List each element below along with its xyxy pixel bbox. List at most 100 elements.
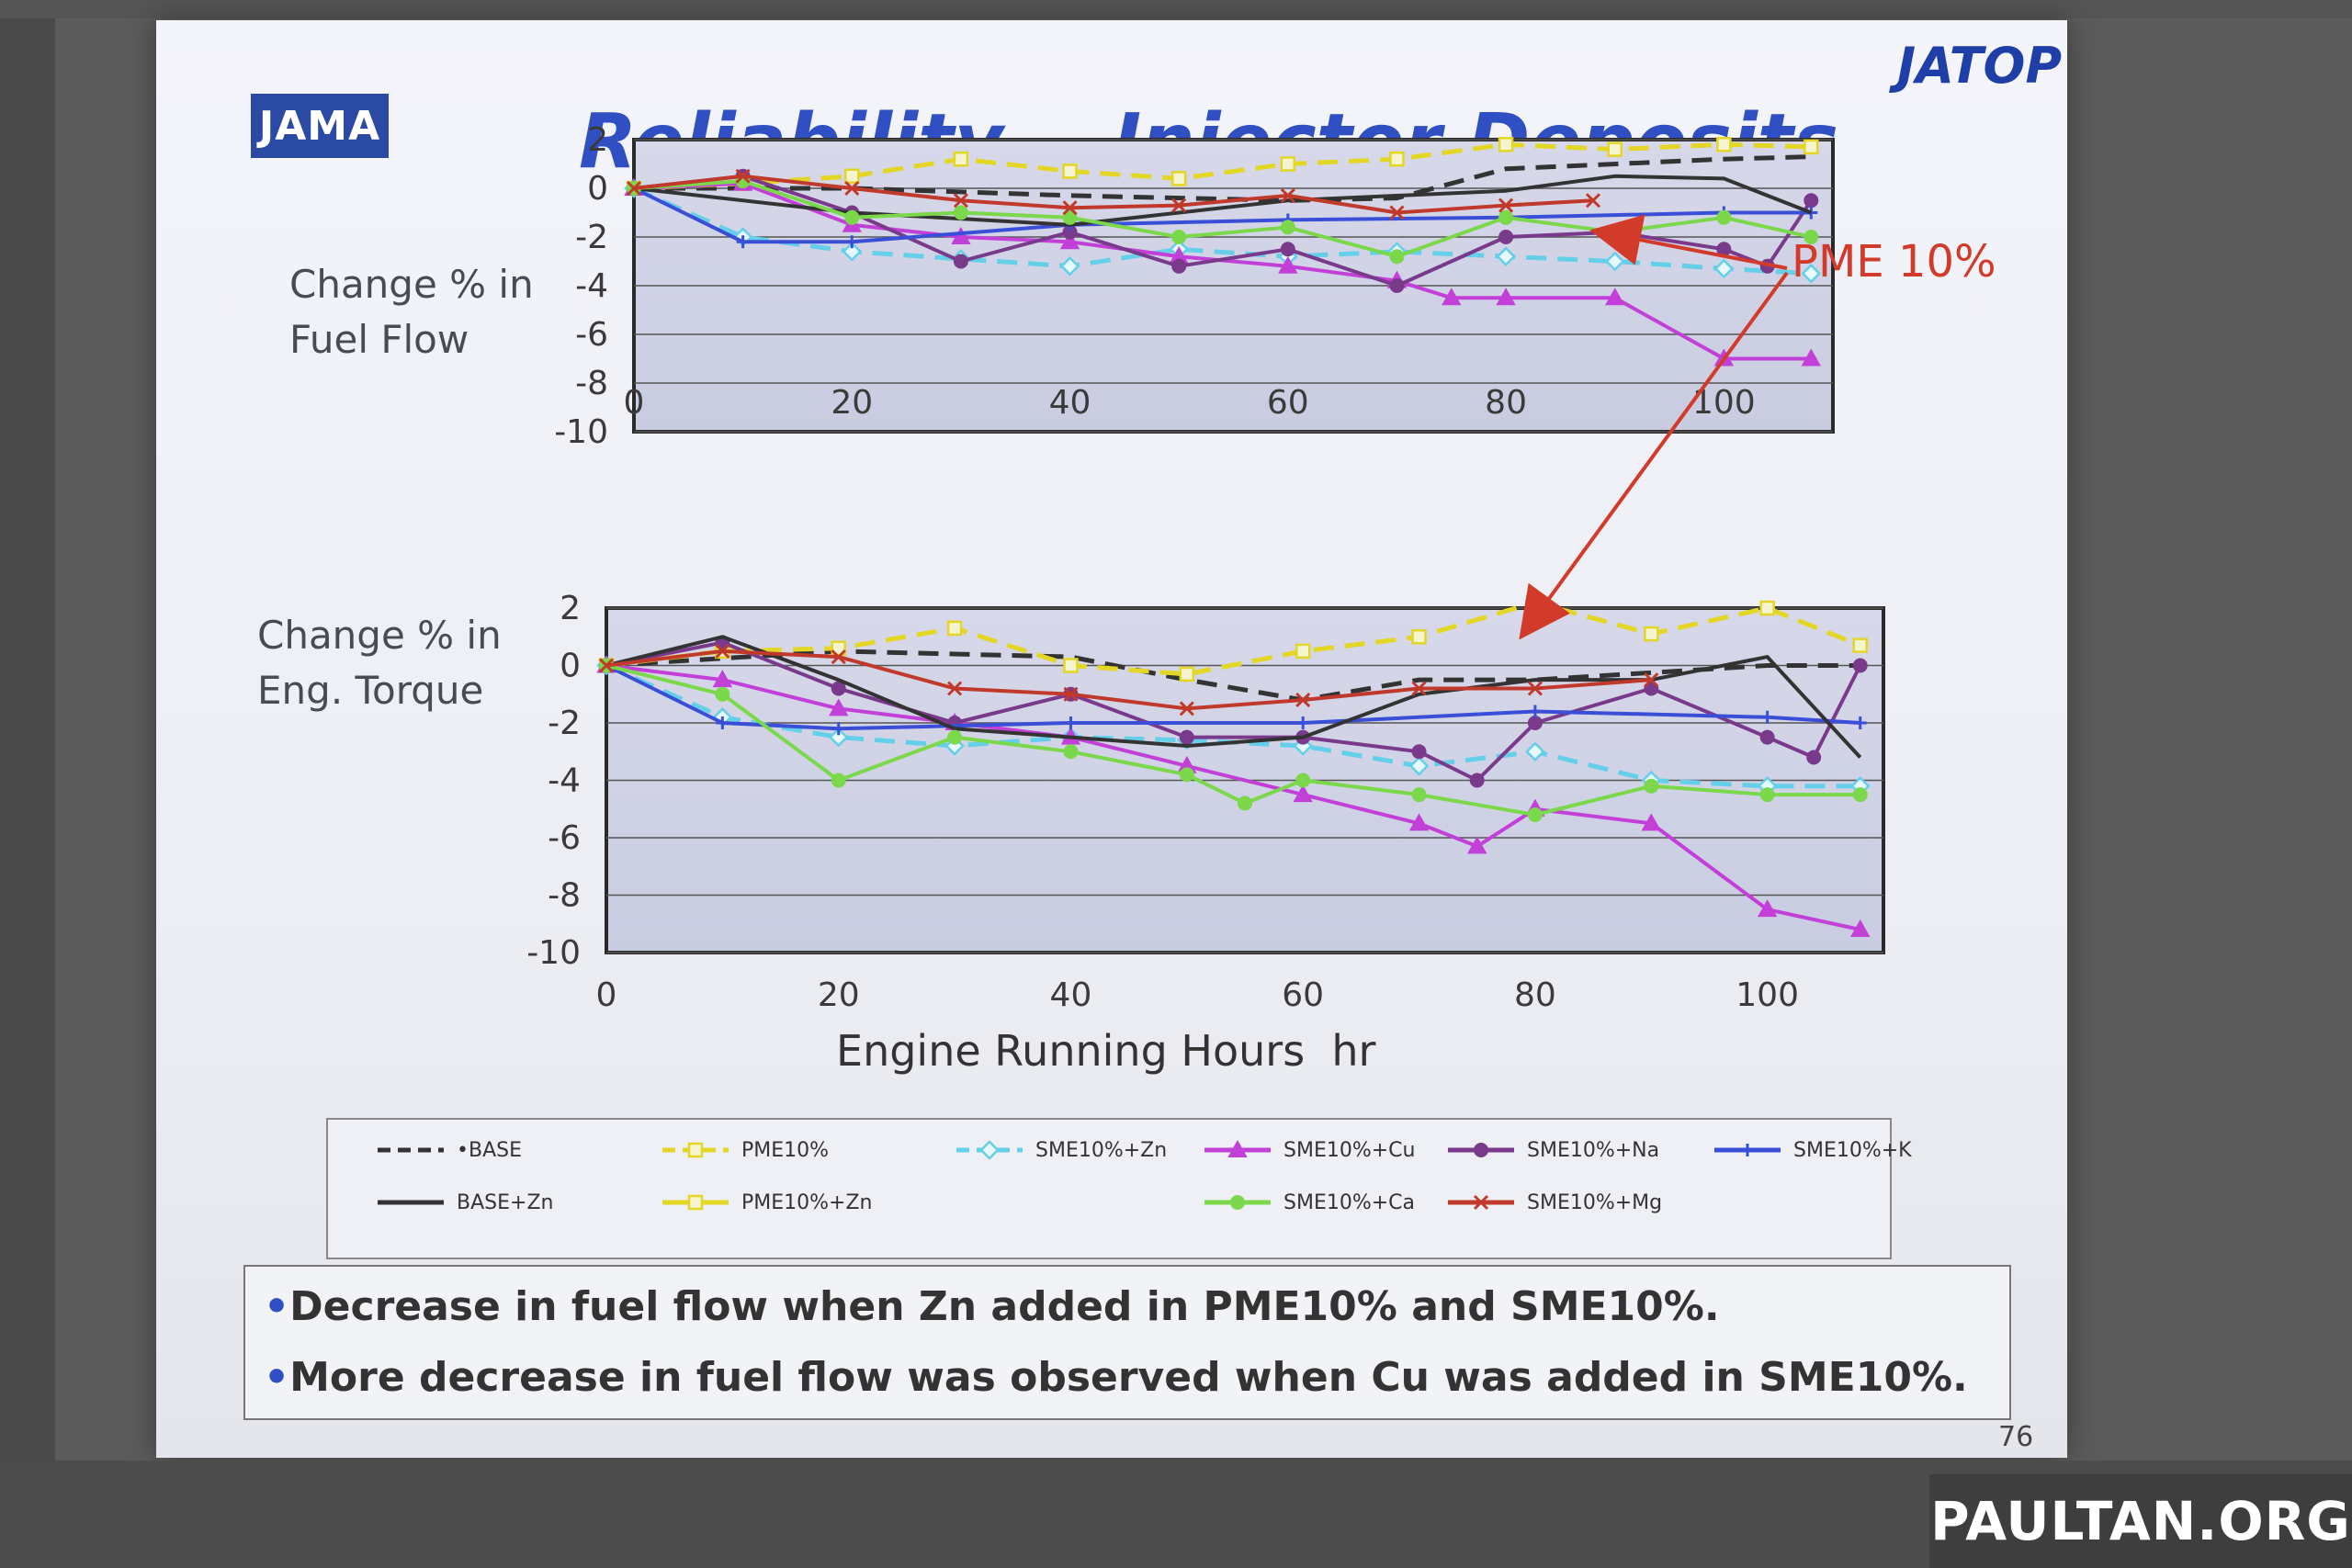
legend-marker [1230, 1195, 1245, 1210]
data-point [1527, 716, 1543, 730]
data-point [1496, 288, 1516, 306]
data-point [1852, 637, 1868, 653]
data-point [1469, 773, 1485, 788]
legend-swatch [956, 1140, 1023, 1160]
series-line [633, 186, 1812, 244]
data-point [1852, 658, 1868, 673]
legend-entry: SME10%+K [1711, 1136, 1912, 1164]
data-point [1171, 230, 1187, 244]
data-point [1063, 744, 1079, 760]
jama-logo: JAMA [251, 94, 389, 158]
x-tick-label: 80 [1485, 384, 1527, 422]
data-point [1467, 836, 1487, 854]
data-point [1295, 692, 1311, 708]
engine-torque-chart: 20-2-4-6-8-100 20 40 60 80 100 [526, 590, 1885, 1014]
data-point [1804, 139, 1819, 155]
data-point [831, 773, 846, 788]
data-point [1238, 795, 1252, 811]
data-point [947, 729, 963, 745]
pme10-annotation: PME 10% [1792, 236, 1996, 288]
data-point [831, 640, 846, 656]
legend-entry: SME10%+Zn [953, 1136, 1167, 1164]
jatop-logo: JATOP [1897, 37, 2063, 95]
data-point [1716, 137, 1732, 152]
data-point [1179, 666, 1195, 682]
data-point [1804, 193, 1819, 209]
legend-label: •BASE [457, 1138, 522, 1162]
data-point [951, 226, 971, 244]
y-tick-label: -8 [575, 365, 608, 402]
legend-entry: PME10% [659, 1136, 829, 1164]
legend-label: PME10%+Zn [741, 1190, 873, 1214]
data-point [1804, 230, 1819, 244]
data-point [828, 727, 849, 748]
data-point [715, 686, 730, 702]
legend-marker [687, 1194, 704, 1211]
watermark: PAULTAN.ORG [1929, 1474, 2352, 1568]
projected-slide: JAMA JATOP Reliability - Injector Deposi… [156, 20, 2067, 1458]
y-tick-label: 0 [587, 170, 608, 208]
data-point [831, 681, 846, 696]
x-tick-label: 20 [831, 384, 873, 422]
series-line [633, 141, 1812, 191]
legend-marker [1474, 1143, 1488, 1157]
series-line [605, 663, 1860, 789]
legend-label: PME10% [741, 1138, 830, 1162]
legend-label: SME10%+Ca [1283, 1190, 1416, 1214]
data-point [1389, 151, 1405, 167]
data-point [1644, 672, 1659, 688]
data-point [1759, 729, 1775, 745]
x-tick-label: 0 [596, 976, 617, 1014]
data-point [1295, 643, 1311, 660]
data-point [1171, 197, 1187, 213]
data-point [1850, 919, 1871, 937]
legend-marker [1473, 1194, 1489, 1211]
legend-label: BASE+Zn [457, 1190, 554, 1214]
x-tick-label: 40 [1050, 976, 1092, 1014]
data-point [1280, 187, 1295, 204]
y-tick-label: -4 [548, 762, 581, 800]
y-tick-label: 2 [587, 121, 608, 159]
x-axis-label: Engine Running Hours hr [836, 1026, 1376, 1076]
data-point [1801, 263, 1822, 284]
wall-left [0, 0, 55, 1568]
data-point [1442, 288, 1462, 306]
data-point [1528, 705, 1542, 718]
legend-swatch [378, 1200, 444, 1205]
data-point [598, 658, 615, 673]
data-point [844, 168, 860, 184]
legend-label: SME10%+Na [1527, 1138, 1660, 1162]
data-point [716, 716, 729, 729]
data-point [1062, 164, 1078, 179]
legend-marker [979, 1140, 1000, 1160]
note-1-text: Decrease in fuel flow when Zn added in P… [289, 1283, 1720, 1330]
data-point [1527, 594, 1544, 610]
data-point [1063, 686, 1079, 702]
data-point [1059, 256, 1080, 276]
series-line [605, 663, 1860, 731]
legend-entry: SME10%+Ca [1201, 1189, 1415, 1216]
annotation-arrow-bottom [1519, 271, 1789, 640]
y-tick-label: -8 [548, 877, 581, 915]
data-point [1278, 255, 1298, 274]
series-line [633, 174, 1594, 215]
data-point [1527, 681, 1543, 696]
legend-swatch [1714, 1144, 1781, 1156]
data-point [844, 180, 860, 197]
y-tick-label: -10 [554, 413, 608, 451]
data-point [845, 235, 859, 249]
data-point [1062, 209, 1078, 225]
fuel-flow-chart: 20-2-4-6-8-100 20 40 60 80 100 [554, 121, 1835, 451]
top-chart-ylabel: Change % in Fuel Flow [289, 262, 534, 362]
legend-swatch [1204, 1139, 1271, 1157]
data-point [626, 180, 642, 197]
legend-marker [687, 1142, 704, 1158]
legend-swatch [1448, 1143, 1514, 1157]
legend-marker [1741, 1144, 1754, 1156]
data-point [1296, 716, 1310, 729]
y-tick-label: 2 [560, 590, 581, 627]
data-point [1063, 658, 1079, 673]
data-point [1408, 813, 1430, 831]
data-point [1760, 710, 1774, 724]
legend-entry: SME10%+Na [1444, 1136, 1659, 1164]
